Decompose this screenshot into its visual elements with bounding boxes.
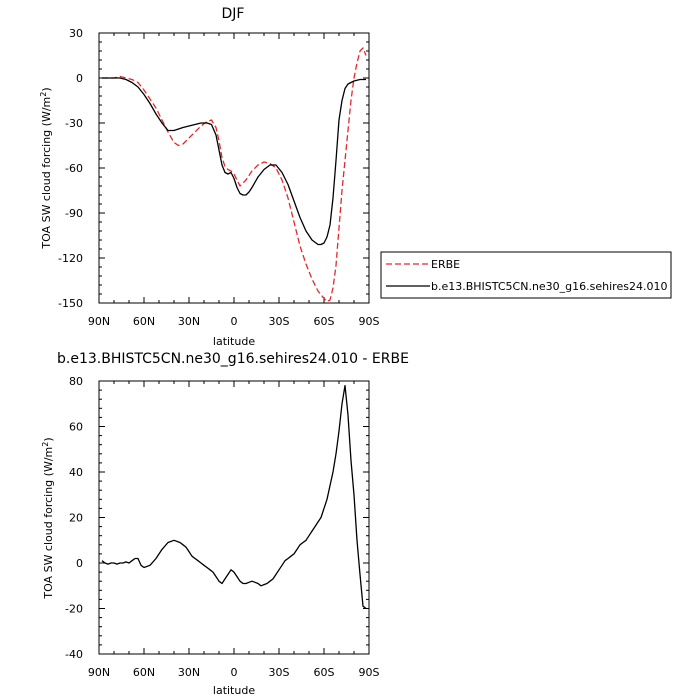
bottom-series-group (101, 384, 367, 610)
bottom-y-tick-label: 40 (69, 466, 83, 479)
top-x-tick-label: 60S (314, 315, 335, 328)
bottom-chart: b.e13.BHISTC5CN.ne30_g16.sehires24.010 -… (41, 351, 409, 697)
bottom-chart-title: b.e13.BHISTC5CN.ne30_g16.sehires24.010 -… (57, 351, 409, 367)
bottom-y-axis-title-main: TOA SW cloud forcing (W/m (42, 447, 55, 600)
top-axis-ticks: 90N 60N 30N 0 30S 60S 90S 30 0 -30 -60 -90 -120 -150 (58, 27, 379, 328)
top-series-group (102, 47, 367, 303)
top-chart: DJF 90N 60N 30N 0 30S 60S 90S 30 0 -30 -60 -90 -120 -… (39, 6, 672, 348)
bottom-y-tick-label: -40 (65, 648, 83, 661)
top-y-axis-title-close: ) (40, 87, 53, 91)
top-y-axis-title: TOA SW cloud forcing (W/m2) (39, 87, 53, 249)
bottom-y-axis-title: TOA SW cloud forcing (W/m2) (41, 437, 55, 599)
top-x-tick-label: 0 (231, 315, 238, 328)
top-y-tick-label: 0 (76, 72, 83, 85)
bottom-y-tick-label: 0 (76, 557, 83, 570)
top-x-axis-title: latitude (213, 335, 255, 348)
top-x-tick-label: 30N (178, 315, 200, 328)
top-legend: ERBE b.e13.BHISTC5CN.ne30_g16.sehires24.… (380, 251, 672, 299)
bottom-y-tick-label: -20 (65, 603, 83, 616)
top-y-axis-title-sup: 2 (39, 92, 48, 97)
bottom-x-axis-title: latitude (213, 684, 255, 697)
legend-label-erbe: ERBE (431, 258, 460, 271)
legend-box (380, 251, 672, 299)
legend-label-model: b.e13.BHISTC5CN.ne30_g16.sehires24.010 (431, 280, 667, 293)
bottom-x-tick-label: 0 (231, 666, 238, 679)
top-chart-title: DJF (222, 6, 245, 22)
top-y-tick-label: -150 (58, 297, 83, 310)
bottom-y-axis-title-close: ) (42, 437, 55, 441)
bottom-y-axis-title-sup: 2 (41, 442, 50, 447)
top-series-line-1 (102, 77, 366, 246)
bottom-x-tick-label: 60N (133, 666, 155, 679)
bottom-y-tick-label: 80 (69, 375, 83, 388)
bottom-y-tick-label: 20 (69, 512, 83, 525)
top-x-tick-label: 30S (269, 315, 290, 328)
bottom-plot-frame (98, 380, 370, 655)
bottom-y-tick-label: 60 (69, 421, 83, 434)
top-plot-frame (98, 32, 370, 304)
bottom-x-tick-label: 30S (269, 666, 290, 679)
top-y-tick-label: -90 (65, 207, 83, 220)
top-y-tick-label: -60 (65, 162, 83, 175)
top-x-tick-label: 90S (359, 315, 380, 328)
top-y-tick-label: -120 (58, 252, 83, 265)
bottom-x-tick-label: 30N (178, 666, 200, 679)
bottom-axis-ticks: 90N 60N 30N 0 30S 60S 90S 80 60 40 20 0 -20 -40 (65, 375, 379, 679)
bottom-x-tick-label: 90S (359, 666, 380, 679)
top-series-line-0 (102, 47, 367, 303)
top-y-tick-label: 30 (69, 27, 83, 40)
bottom-x-tick-label: 90N (88, 666, 110, 679)
top-y-axis-title-main: TOA SW cloud forcing (W/m (40, 97, 53, 250)
top-x-tick-label: 60N (133, 315, 155, 328)
bottom-x-tick-label: 60S (314, 666, 335, 679)
bottom-series-line-0 (101, 384, 367, 610)
top-y-tick-label: -30 (65, 117, 83, 130)
top-x-tick-label: 90N (88, 315, 110, 328)
